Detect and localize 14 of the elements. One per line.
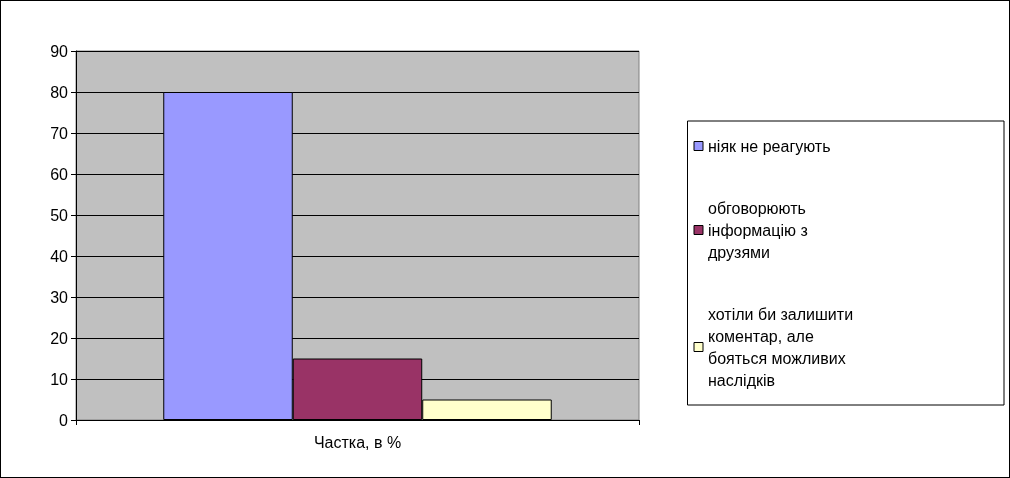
y-tick-label: 0 [59,411,69,429]
x-tick-label: Частка, в % [313,433,402,451]
y-tick-label: 10 [50,370,69,388]
y-tick-label: 30 [50,288,69,306]
legend-label: обговорюють інформацію з друзями [708,199,813,261]
y-tick-label: 70 [50,124,69,142]
y-tick-label: 60 [50,165,69,183]
legend-label: ніяк не реагують [708,137,831,155]
y-tick-label: 20 [50,329,69,347]
legend-label: хотіли би залишити коментар, але бояться можливих наслідків [708,305,858,389]
y-tick-label: 40 [50,247,69,265]
y-tick-label: 50 [50,206,69,224]
y-tick-label: 80 [50,83,69,101]
y-tick-label: 90 [50,42,69,60]
